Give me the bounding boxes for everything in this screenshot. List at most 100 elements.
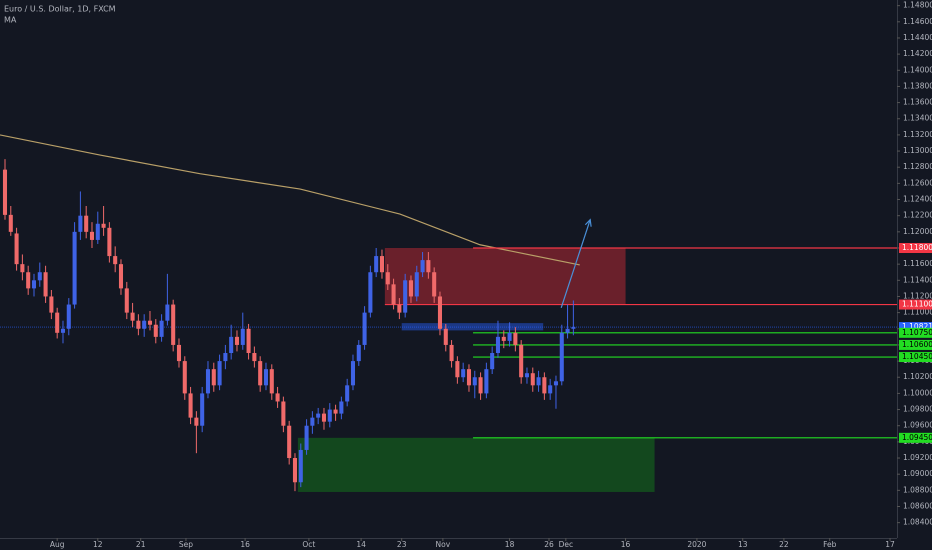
candle-body	[147, 320, 153, 325]
y-tick-label: 1.08400	[903, 518, 932, 527]
candle-body	[275, 393, 280, 402]
price-label-box	[899, 327, 932, 338]
candle-body	[437, 296, 443, 329]
x-tick-label: 17	[885, 540, 895, 549]
candle-body	[258, 361, 263, 386]
y-tick-label: 1.09800	[903, 405, 932, 414]
candle-body	[559, 332, 564, 382]
candle-body	[553, 381, 559, 386]
x-tick-label: 21	[136, 540, 146, 549]
candle-body	[2, 169, 8, 215]
candle-body	[356, 344, 361, 362]
moving-average	[0, 134, 580, 266]
y-tick-label: 1.09200	[903, 453, 932, 462]
y-tick-label: 1.13200	[903, 130, 932, 139]
x-tick-label: Dec	[559, 540, 574, 549]
candle-body	[130, 312, 135, 321]
y-tick-label: 1.14400	[903, 33, 932, 42]
candle-body	[211, 369, 216, 386]
candle-body	[339, 401, 344, 414]
y-tick-label: 1.14000	[903, 65, 932, 74]
y-tick-label: 1.12400	[903, 195, 932, 204]
candle-body	[60, 328, 66, 333]
y-tick-label: 1.14200	[903, 49, 932, 58]
candle-body	[571, 327, 576, 329]
price-label-box	[899, 242, 932, 253]
candle-body	[165, 304, 170, 321]
price-label-box	[899, 432, 932, 443]
legend-entry: MA	[4, 16, 17, 25]
price-label-box	[899, 352, 932, 363]
y-tick-label: 1.10200	[903, 372, 932, 381]
y-tick-label: 1.13800	[903, 81, 932, 90]
y-tick-label: 1.08800	[903, 485, 932, 494]
candle-body	[55, 312, 60, 333]
candle-body	[124, 288, 129, 313]
y-tick-label: 1.14800	[903, 1, 932, 10]
candle-body	[49, 296, 54, 313]
candle-body	[89, 231, 95, 240]
candle-body	[455, 361, 460, 378]
candle-body	[107, 227, 112, 257]
candle-body	[171, 304, 176, 345]
zone	[297, 437, 655, 492]
candle-body	[478, 377, 483, 394]
candle-body	[223, 353, 228, 362]
candle-body	[536, 377, 541, 386]
plot-area	[0, 134, 897, 492]
candle-body	[153, 324, 158, 337]
zone	[401, 323, 544, 331]
candle-body	[142, 320, 147, 329]
x-tick-label: 14	[356, 540, 366, 549]
candle-body	[188, 393, 193, 418]
x-tick-label: Aug	[50, 540, 65, 549]
candle-body	[78, 215, 83, 232]
y-tick-label: 1.13400	[903, 114, 932, 123]
candle-body	[31, 280, 37, 289]
candle-body	[350, 361, 356, 386]
price-label: 1.09450	[902, 433, 932, 442]
price-label: 1.11800	[902, 243, 932, 252]
y-tick-label: 1.12800	[903, 162, 932, 171]
arrow-head	[584, 218, 592, 227]
candle-body	[304, 425, 309, 450]
price-label: 1.10450	[902, 352, 932, 361]
candle-body	[269, 369, 274, 394]
candle-body	[182, 361, 187, 394]
candle-body	[490, 353, 495, 370]
x-tick-label: Nov	[436, 540, 451, 549]
candle-body	[234, 336, 240, 345]
candle-body	[66, 304, 71, 329]
x-tick-label: 23	[397, 540, 407, 549]
candle-body	[408, 280, 414, 297]
candle-body	[136, 320, 141, 329]
candle-body	[345, 385, 350, 402]
candle-body	[513, 332, 518, 345]
candle-body	[176, 344, 182, 362]
y-tick-label: 1.12000	[903, 227, 932, 236]
candle-body	[426, 260, 431, 273]
price-label-box	[899, 322, 932, 333]
candle-body	[246, 328, 251, 354]
candle-body	[519, 344, 524, 378]
candle-body	[118, 264, 124, 289]
y-tick-label: 1.10000	[903, 388, 932, 397]
y-tick-label: 1.14600	[903, 17, 932, 26]
y-tick-label: 1.11000	[903, 308, 932, 317]
candle-body	[194, 417, 199, 426]
candle-body	[414, 272, 419, 297]
x-tick-label: 22	[779, 540, 789, 549]
candle-body	[501, 336, 506, 341]
candle-body	[484, 369, 489, 394]
candle-body	[472, 377, 477, 386]
candle-body	[316, 413, 321, 418]
candle-body	[72, 231, 77, 305]
candle-body	[37, 272, 42, 281]
candle-body	[287, 425, 292, 459]
candle-body	[385, 272, 390, 285]
candle-body	[281, 401, 286, 426]
y-tick-label: 1.11600	[903, 259, 932, 268]
candle-body	[205, 369, 211, 394]
candle-body	[362, 312, 367, 345]
